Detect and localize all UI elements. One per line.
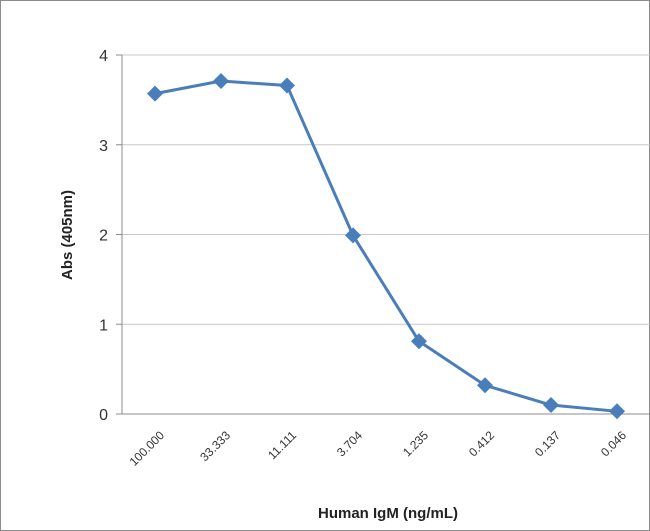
y-tick-label: 4 bbox=[99, 48, 108, 65]
data-point-marker bbox=[147, 85, 163, 102]
gridlines bbox=[116, 54, 650, 415]
y-tick-label: 2 bbox=[99, 228, 108, 245]
series-line-0 bbox=[154, 79, 618, 413]
y-tick-label: 3 bbox=[99, 138, 108, 155]
series bbox=[147, 73, 625, 420]
x-axis-title: Human IgM (ng/mL) bbox=[318, 505, 458, 522]
data-point-marker bbox=[213, 73, 229, 90]
data-point-marker bbox=[543, 397, 559, 414]
y-tick-labels: 0 1 2 3 4 bbox=[99, 48, 108, 424]
data-point-marker bbox=[279, 77, 295, 94]
data-point-marker bbox=[477, 377, 493, 394]
y-tick-label: 0 bbox=[99, 407, 108, 424]
data-point-marker bbox=[609, 403, 625, 420]
y-tick-label: 1 bbox=[99, 317, 108, 334]
y-axis-title: Abs (405nm) bbox=[59, 190, 76, 280]
data-point-marker bbox=[345, 227, 361, 244]
data-point-marker bbox=[411, 333, 427, 350]
